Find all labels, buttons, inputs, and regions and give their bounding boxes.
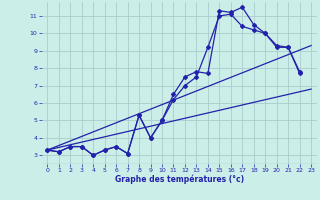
X-axis label: Graphe des températures (°c): Graphe des températures (°c) <box>115 175 244 184</box>
